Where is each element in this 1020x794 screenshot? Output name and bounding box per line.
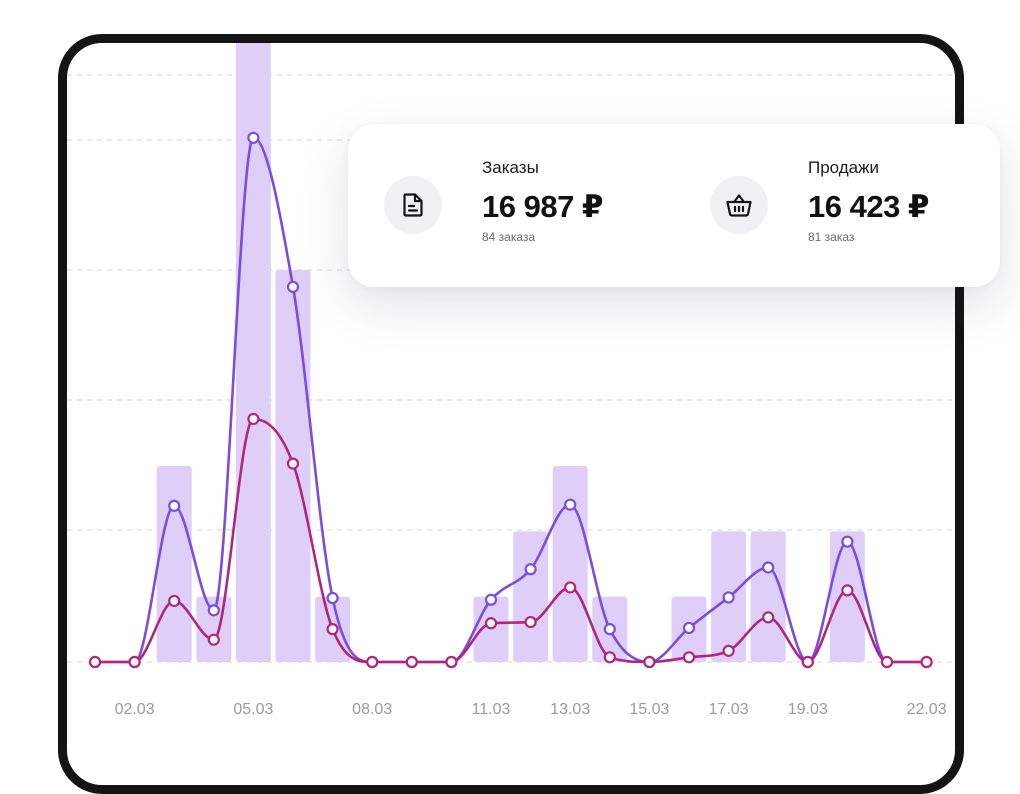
orders-line: [95, 136, 927, 664]
bar: [513, 531, 549, 662]
x-tick-label: 13.03: [550, 701, 590, 718]
sales-point: [247, 412, 260, 426]
bar: [552, 466, 588, 662]
sales-label: Продажи: [808, 158, 879, 177]
series-points: [88, 131, 933, 669]
stats-card: Заказы 16 987 ₽ 84 заказа Продажи 16 423…: [348, 124, 1000, 287]
orders-point: [564, 498, 577, 511]
sales-point: [841, 584, 854, 597]
orders-point: [841, 535, 854, 548]
x-tick-label: 17.03: [709, 701, 749, 718]
basket-icon: [726, 194, 752, 217]
sales-point: [682, 651, 696, 664]
bar: [829, 531, 865, 662]
x-tick-label: 19.03: [788, 701, 828, 718]
x-tick-label: 22.03: [907, 701, 947, 718]
sales-point: [801, 655, 814, 669]
orders-point: [484, 593, 498, 606]
sales-point: [722, 644, 735, 657]
orders-point: [722, 591, 735, 604]
sales-point: [920, 655, 933, 669]
sales-chart: 02.03 05.03 08.03 11.03 13.03 15.03 17.03 19.03…: [67, 43, 955, 718]
bar: [156, 466, 192, 662]
x-tick-label: 05.03: [233, 701, 273, 718]
orders-value: 16 987 ₽: [482, 189, 604, 224]
orders-point: [762, 561, 775, 574]
sales-point: [326, 623, 339, 636]
sales-point: [524, 615, 537, 629]
sales-point: [564, 581, 577, 594]
orders-point: [326, 591, 339, 605]
bar: [750, 531, 786, 662]
sales-icon-circle: [710, 176, 768, 234]
sales-point: [405, 655, 418, 669]
orders-point: [168, 499, 181, 512]
x-tick-label: 08.03: [352, 701, 392, 718]
document-icon: [403, 193, 423, 217]
sales-point: [128, 655, 141, 669]
orders-icon-circle: [384, 176, 442, 234]
sales-line: [95, 417, 927, 664]
orders-point: [603, 623, 616, 636]
x-tick-label: 02.03: [115, 701, 155, 718]
orders-point: [682, 621, 696, 635]
orders-point: [286, 280, 300, 294]
sales-point: [168, 594, 181, 608]
sales-point: [762, 611, 775, 624]
sales-count: 81 заказ: [808, 230, 855, 244]
sales-value: 16 423 ₽: [808, 189, 930, 224]
sales-point: [88, 655, 102, 669]
x-tick-label: 15.03: [629, 701, 669, 718]
orders-point: [207, 604, 220, 617]
sales-point: [207, 633, 220, 646]
orders-point: [247, 131, 260, 144]
sales-point: [880, 655, 894, 669]
x-tick-label: 11.03: [472, 701, 511, 718]
sales-point: [484, 617, 498, 630]
sales-point: [643, 655, 656, 669]
x-axis-ticks: 02.03 05.03 08.03 11.03 13.03 15.03 17.03 19.03…: [115, 701, 947, 718]
sales-point: [603, 651, 616, 664]
orders-count: 84 заказа: [482, 230, 536, 244]
orders-point: [524, 563, 537, 576]
sales-point: [286, 457, 300, 470]
sales-point: [445, 655, 458, 669]
orders-label: Заказы: [482, 158, 539, 177]
sales-point: [366, 655, 379, 669]
